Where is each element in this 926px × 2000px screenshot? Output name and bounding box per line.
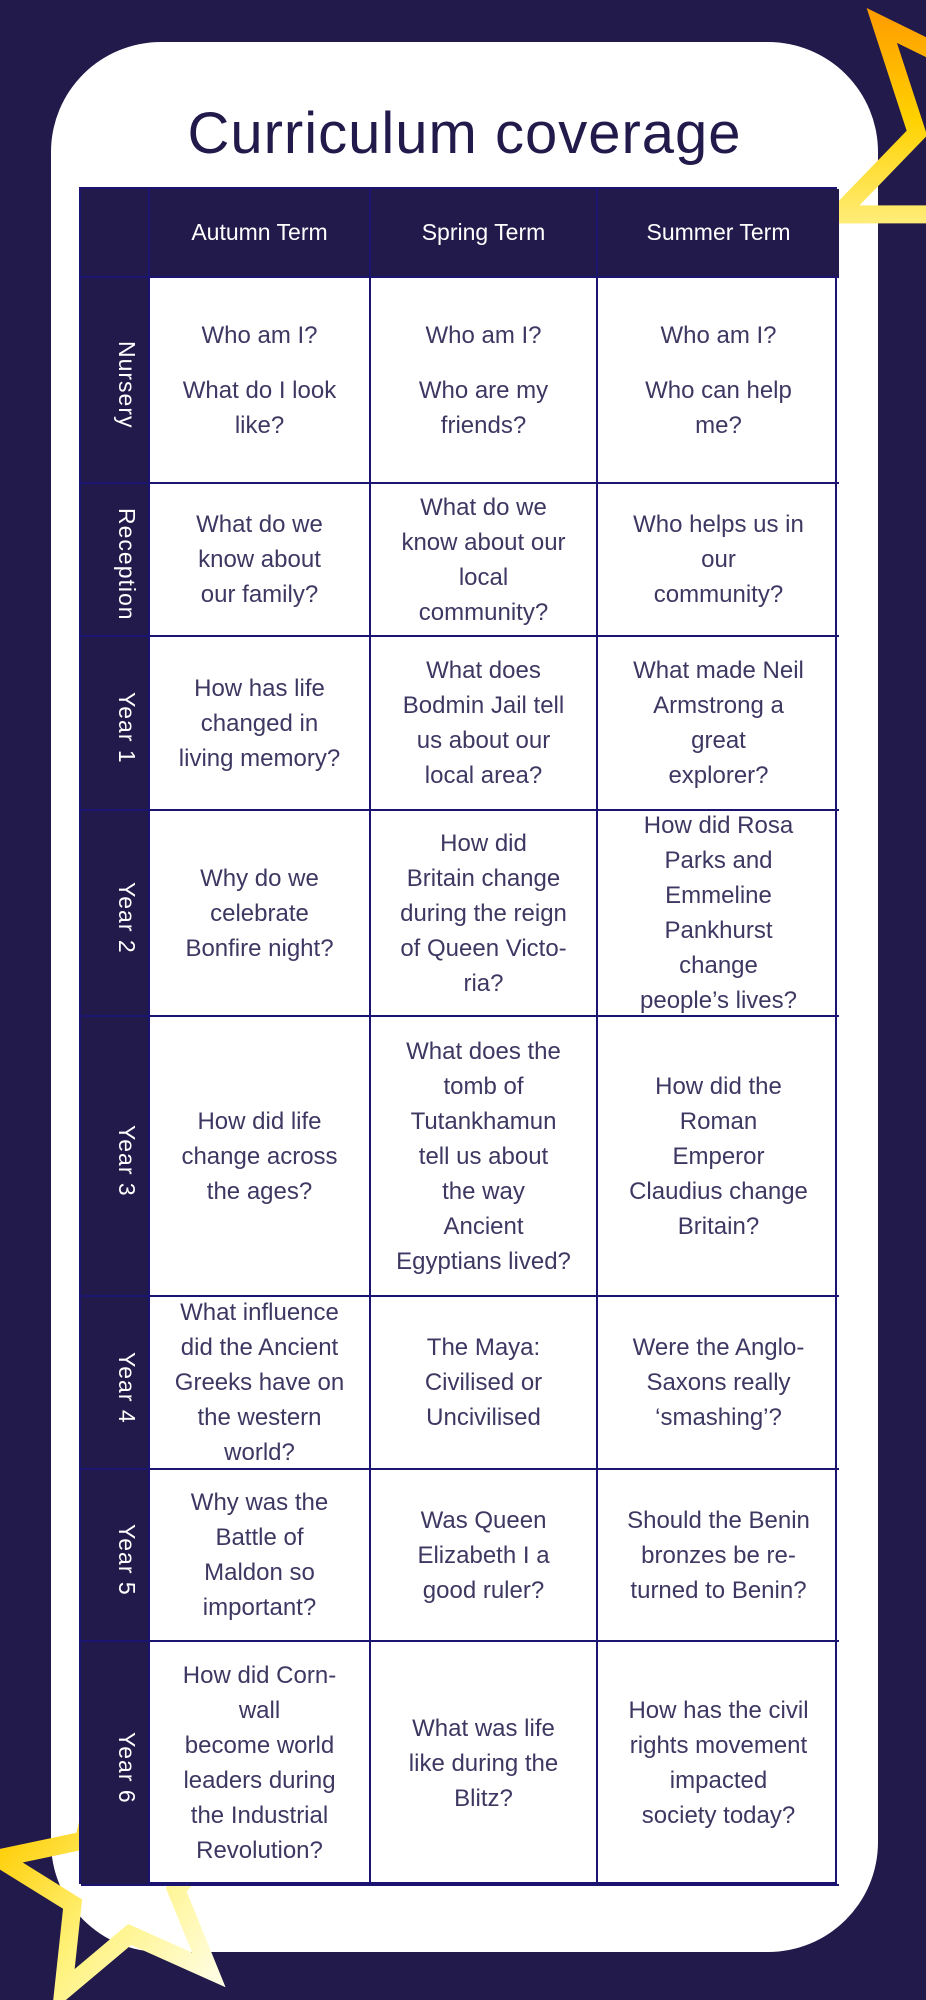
table-cell: What does Bodmin Jail tell us about our …	[371, 637, 598, 811]
curriculum-table: Autumn Term Spring Term Summer Term Nursery…	[79, 187, 839, 1886]
cell-text: How has life changed in living memory?	[178, 674, 341, 772]
cell-text: How did life change across the ages?	[181, 1107, 338, 1205]
row-header: Reception	[81, 484, 150, 637]
table-cell: How has the civil rights movement impact…	[598, 1642, 839, 1886]
table-cell: What do we know about our local communit…	[371, 484, 598, 637]
cell-text: How did the Roman Emperor Claudius chang…	[629, 1072, 808, 1240]
cell-text: What does Bodmin Jail tell us about our …	[402, 657, 565, 789]
row-header: Year 1	[81, 637, 150, 811]
table-cell: Should the Benin bronzes be re- turned t…	[598, 1470, 839, 1642]
cell-text: What does the tomb of Tutankhamun tell u…	[396, 1037, 571, 1275]
cell-text: How did Rosa Parks and Emmeline Pankhurs…	[640, 812, 797, 1014]
cell-text: Who am I?	[425, 321, 542, 349]
cell-text: The Maya: Civilised or Uncivilised	[424, 1334, 543, 1431]
cell-text: How has the civil rights movement impact…	[628, 1697, 809, 1829]
column-header: Summer Term	[598, 189, 839, 278]
row-header: Year 6	[81, 1642, 150, 1886]
cell-text: Who am I?	[660, 321, 777, 349]
table-cell: The Maya: Civilised or Uncivilised	[371, 1297, 598, 1470]
table-cell: What does the tomb of Tutankhamun tell u…	[371, 1017, 598, 1297]
cell-text: Who am I?	[201, 321, 318, 349]
row-header: Year 3	[81, 1017, 150, 1297]
table-cell: How did Corn- wall become world leaders …	[150, 1642, 371, 1886]
cell-text: Who helps us in our community?	[633, 511, 804, 608]
table-cell: What was life like during the Blitz?	[371, 1642, 598, 1886]
table-cell: How has life changed in living memory?	[150, 637, 371, 811]
row-header: Year 5	[81, 1470, 150, 1642]
table-cell: What made Neil Armstrong a great explore…	[598, 637, 839, 811]
table-cell: What influence did the Ancient Greeks ha…	[150, 1297, 371, 1470]
cell-text: Why was the Battle of Maldon so importan…	[190, 1489, 329, 1621]
cell-text: Were the Anglo- Saxons really ‘smashing’…	[632, 1334, 805, 1431]
column-header: Spring Term	[371, 189, 598, 278]
cell-text: What do I look like?	[182, 376, 337, 439]
cell-text: How did Britain change during the reign …	[400, 829, 567, 997]
table-cell: How did life change across the ages?	[150, 1017, 371, 1297]
table-cell: Were the Anglo- Saxons really ‘smashing’…	[598, 1297, 839, 1470]
row-header: Year 2	[81, 811, 150, 1017]
cell-text: Should the Benin bronzes be re- turned t…	[627, 1506, 810, 1604]
page-title: Curriculum coverage	[187, 101, 742, 166]
table-cell: Who am I? Who are my friends?	[371, 278, 598, 484]
table-cell: Who am I? Who can help me?	[598, 278, 839, 484]
table-cell: How did the Roman Emperor Claudius chang…	[598, 1017, 839, 1297]
cell-text: What do we know about our local communit…	[401, 493, 566, 626]
table-cell: How did Rosa Parks and Emmeline Pankhurs…	[598, 811, 839, 1017]
cell-text: What influence did the Ancient Greeks ha…	[174, 1299, 345, 1466]
cell-text: Who are my friends?	[418, 376, 549, 439]
table-corner	[81, 189, 150, 278]
cell-text: Was Queen Elizabeth I a good ruler?	[417, 1506, 550, 1604]
cell-text: Why do we celebrate Bonfire night?	[185, 864, 334, 962]
star-top-right-icon	[816, 8, 926, 224]
table-cell: Who am I? What do I look like?	[150, 278, 371, 484]
table-cell: How did Britain change during the reign …	[371, 811, 598, 1017]
table-cell: Why was the Battle of Maldon so importan…	[150, 1470, 371, 1642]
cell-text: What was life like during the Blitz?	[408, 1714, 559, 1812]
table-cell: Was Queen Elizabeth I a good ruler?	[371, 1470, 598, 1642]
column-header: Autumn Term	[150, 189, 371, 278]
table-cell: Why do we celebrate Bonfire night?	[150, 811, 371, 1017]
table-cell: What do we know about our family?	[150, 484, 371, 637]
cell-text: How did Corn- wall become world leaders …	[182, 1662, 337, 1864]
row-header: Year 4	[81, 1297, 150, 1470]
cell-text: Who can help me?	[645, 376, 792, 439]
row-header: Nursery	[81, 278, 150, 484]
cell-text: What made Neil Armstrong a great explore…	[633, 657, 804, 789]
table-cell: Who helps us in our community?	[598, 484, 839, 637]
cell-text: What do we know about our family?	[196, 511, 323, 608]
